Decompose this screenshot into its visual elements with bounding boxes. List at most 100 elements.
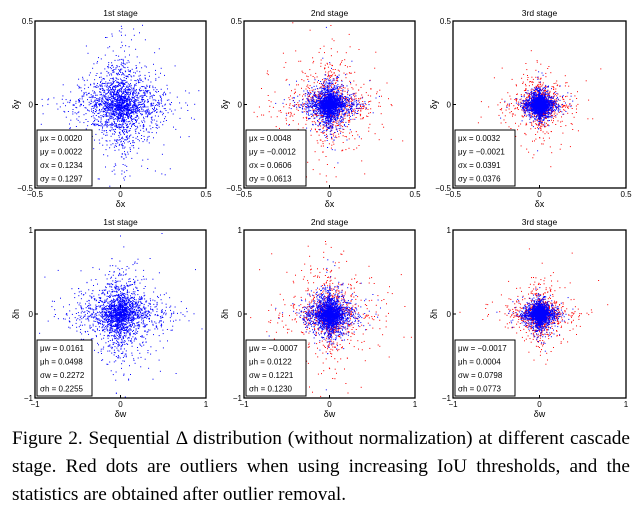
data-point <box>339 96 341 98</box>
data-point <box>120 98 122 100</box>
data-point <box>325 101 327 103</box>
data-point <box>42 105 44 107</box>
data-point <box>110 73 112 75</box>
data-point <box>150 112 152 114</box>
data-point <box>122 114 124 116</box>
data-point <box>314 88 316 90</box>
data-point <box>109 124 111 126</box>
data-point <box>132 88 134 90</box>
data-point <box>143 103 145 105</box>
data-point <box>114 149 116 151</box>
outlier-point <box>318 129 320 130</box>
data-point <box>132 140 134 142</box>
data-point <box>328 108 329 110</box>
data-point <box>105 121 107 123</box>
data-point <box>109 90 111 92</box>
data-point <box>352 104 354 106</box>
data-point <box>324 99 326 101</box>
outlier-point <box>335 125 337 127</box>
data-point <box>111 108 113 110</box>
data-point <box>117 107 119 109</box>
outlier-point <box>378 105 380 107</box>
data-point <box>83 105 84 107</box>
data-point <box>100 124 102 126</box>
data-point <box>131 124 133 126</box>
data-point <box>101 98 103 100</box>
data-point <box>144 94 146 96</box>
data-point <box>319 107 321 109</box>
data-point <box>109 140 111 142</box>
outlier-point <box>290 95 291 97</box>
data-point <box>316 112 318 114</box>
data-point <box>92 101 94 103</box>
data-point <box>336 117 338 119</box>
data-point <box>142 125 144 127</box>
data-point <box>97 113 99 115</box>
data-point <box>341 109 343 111</box>
data-point <box>114 59 116 61</box>
outlier-point <box>333 133 335 135</box>
data-point <box>106 70 108 72</box>
outlier-point <box>332 69 334 70</box>
data-point <box>158 105 160 107</box>
data-point <box>113 79 115 81</box>
data-point <box>124 116 126 118</box>
data-point <box>108 113 110 115</box>
data-point <box>106 124 108 126</box>
data-point <box>121 45 123 47</box>
data-point <box>313 112 315 113</box>
data-point <box>329 84 331 86</box>
data-point <box>120 101 121 103</box>
data-point <box>122 147 124 149</box>
data-point <box>86 79 88 81</box>
data-point <box>106 115 108 117</box>
data-point <box>70 99 71 101</box>
data-point <box>101 97 103 99</box>
outlier-point <box>358 98 359 100</box>
data-point <box>115 85 116 87</box>
data-point <box>128 137 130 139</box>
data-point <box>144 106 146 108</box>
data-point <box>47 99 49 101</box>
data-point <box>125 99 127 101</box>
data-point <box>115 103 117 105</box>
data-point <box>82 76 84 78</box>
data-point <box>308 115 310 116</box>
data-point <box>122 100 124 102</box>
data-point <box>290 108 292 110</box>
data-point <box>160 121 162 123</box>
data-point <box>120 112 122 114</box>
data-point <box>126 127 128 129</box>
data-point <box>135 48 137 50</box>
data-point <box>106 108 108 110</box>
data-point <box>122 65 124 67</box>
outlier-point <box>320 114 322 116</box>
data-point <box>135 95 137 97</box>
data-point <box>116 94 118 95</box>
data-point <box>122 98 124 100</box>
outlier-point <box>359 115 361 117</box>
data-point <box>307 94 308 96</box>
data-point <box>115 108 117 110</box>
data-point <box>113 115 115 117</box>
data-point <box>302 99 303 101</box>
data-point <box>317 107 319 109</box>
data-point <box>124 56 126 58</box>
data-point <box>137 97 139 99</box>
data-point <box>151 102 153 104</box>
data-point <box>128 105 129 106</box>
data-point <box>81 95 83 97</box>
outlier-point <box>353 111 355 112</box>
data-point <box>98 104 100 106</box>
outlier-point <box>303 93 305 95</box>
data-point <box>117 74 119 76</box>
data-point <box>62 84 64 86</box>
data-point <box>138 133 140 134</box>
data-point <box>158 48 160 50</box>
data-point <box>322 57 324 59</box>
outlier-point <box>368 130 370 132</box>
outlier-point <box>296 104 297 105</box>
data-point <box>116 109 118 111</box>
data-point <box>124 67 126 69</box>
data-point <box>350 96 352 98</box>
